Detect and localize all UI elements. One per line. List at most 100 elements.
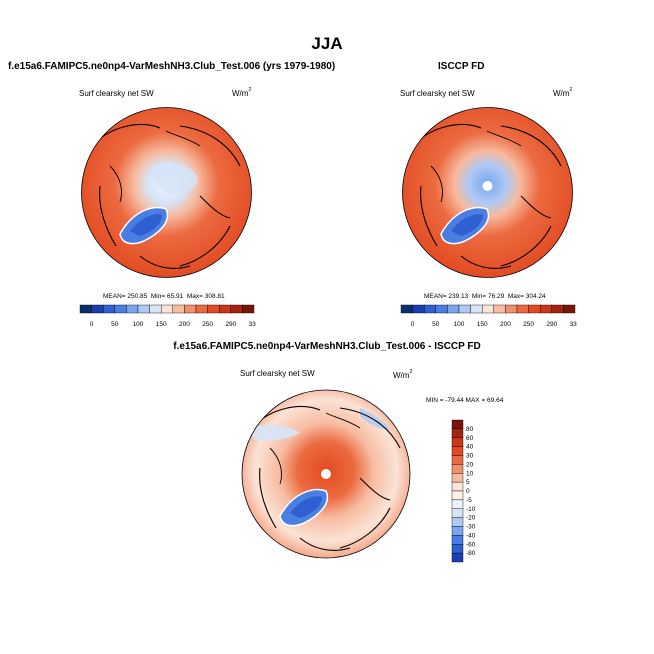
obs-mean: MEAN= 239.13 — [424, 293, 469, 300]
model-polar-map — [81, 107, 252, 278]
diff-colorbar-box — [451, 464, 464, 474]
obs-colorbar-box — [493, 304, 506, 314]
model-colorbar-box — [230, 304, 243, 314]
diff-colorbar-tick: 40 — [466, 444, 474, 451]
model-colorbar-tick: 150 — [156, 321, 167, 328]
obs-colorbar-box — [458, 304, 471, 314]
obs-colorbar-box — [447, 304, 460, 314]
obs-colorbar-tick: 100 — [454, 321, 465, 328]
model-colorbar-box — [172, 304, 185, 314]
obs-colorbar-box — [528, 304, 541, 314]
diff-colorbar-tick: 20 — [466, 461, 474, 468]
obs-stats: MEAN= 239.13 Min= 76.29 Max= 304.24 — [424, 293, 546, 300]
obs-colorbar-box — [412, 304, 425, 314]
model-colorbar-tick: 290 — [225, 321, 236, 328]
diff-colorbar-box — [451, 437, 464, 447]
obs-colorbar-box — [505, 304, 518, 314]
obs-panel-title: ISCCP FD — [438, 61, 485, 72]
diff-polar-map — [241, 389, 411, 559]
obs-max: Max= 304.24 — [507, 293, 546, 300]
obs-colorbar-box — [470, 304, 483, 314]
obs-colorbar-tick: 0 — [411, 321, 415, 328]
model-colorbar-box — [149, 304, 162, 314]
obs-colorbar-tick: 290 — [546, 321, 557, 328]
model-colorbar-box — [184, 304, 197, 314]
model-colorbar-box — [160, 304, 173, 314]
obs-colorbar-tick: 200 — [500, 321, 511, 328]
diff-colorbar-box — [451, 535, 464, 545]
diff-colorbar-box — [451, 428, 464, 438]
diff-colorbar-tick: 60 — [466, 435, 474, 442]
model-min: Min= 65.91 — [150, 293, 184, 300]
diff-colorbar-tick: 30 — [466, 453, 474, 460]
model-colorbar-box — [242, 304, 255, 314]
model-colorbar-box — [207, 304, 220, 314]
obs-colorbar-box — [435, 304, 448, 314]
diff-colorbar-tick: -40 — [466, 532, 476, 539]
diff-colorbar-box — [451, 517, 464, 527]
model-panel-title: f.e15a6.FAMIPC5.ne0np4-VarMeshNH3.Club_T… — [8, 61, 336, 72]
model-colorbar-tick: 100 — [133, 321, 144, 328]
diff-colorbar-box — [451, 455, 464, 465]
diff-colorbar-box — [451, 490, 464, 501]
diff-colorbar-tick: -10 — [466, 506, 476, 513]
model-colorbar-box — [126, 304, 139, 314]
obs-colorbar: 0 50 100 150 200 250 290 330 — [400, 304, 577, 328]
obs-variable-label: Surf clearsky net SW — [400, 89, 475, 98]
diff-colorbar-tick: 5 — [466, 479, 470, 486]
diff-colorbar-box — [451, 508, 464, 518]
obs-colorbar-box — [424, 304, 437, 314]
obs-colorbar-box — [551, 304, 564, 314]
diff-panel-title: f.e15a6.FAMIPC5.ne0np4-VarMeshNH3.Club_T… — [173, 341, 481, 352]
model-colorbar-box — [114, 304, 127, 314]
diff-colorbar-box — [451, 526, 464, 536]
diff-colorbar-tick: 10 — [466, 470, 474, 477]
obs-units-label: W/m2 — [553, 87, 573, 98]
model-units-label: W/m2 — [232, 87, 252, 98]
obs-polar-map — [402, 107, 573, 278]
model-colorbar-tick: 50 — [111, 321, 119, 328]
obs-colorbar-box — [481, 304, 494, 314]
obs-colorbar-box — [539, 304, 552, 314]
obs-colorbar-tick: 250 — [523, 321, 534, 328]
diff-colorbar-box — [451, 473, 464, 483]
page-title: JJA — [311, 34, 343, 53]
model-colorbar-box — [103, 304, 116, 314]
obs-colorbar-box — [516, 304, 529, 314]
obs-colorbar-box — [563, 304, 576, 314]
model-colorbar: 0 50 100 150 200 250 290 330 — [79, 304, 256, 328]
obs-colorbar-tick: 50 — [432, 321, 440, 328]
diff-colorbar-tick: -60 — [466, 541, 476, 548]
diff-colorbar-box — [451, 419, 464, 430]
diff-colorbar-tick: 80 — [466, 426, 474, 433]
model-colorbar-tick: 250 — [202, 321, 213, 328]
diff-variable-label: Surf clearsky net SW — [240, 369, 315, 378]
diff-colorbar-tick: 0 — [466, 488, 470, 495]
model-colorbar-tick: 200 — [179, 321, 190, 328]
obs-colorbar-tick: 330 — [570, 321, 577, 328]
diff-colorbar-tick: -30 — [466, 524, 476, 531]
diff-colorbar-tick: -5 — [466, 497, 472, 504]
diff-units-label: W/m2 — [393, 369, 413, 380]
obs-colorbar-tick: 150 — [477, 321, 488, 328]
diff-colorbar-tick: -80 — [466, 550, 476, 557]
model-mean: MEAN= 250.85 — [103, 293, 148, 300]
obs-colorbar-box — [400, 304, 413, 314]
model-colorbar-box — [218, 304, 231, 314]
model-colorbar-tick: 330 — [249, 321, 256, 328]
model-colorbar-box — [195, 304, 208, 314]
model-stats: MEAN= 250.85 Min= 65.91 Max= 308.81 — [103, 293, 225, 300]
model-colorbar-tick: 0 — [90, 321, 94, 328]
diff-colorbar-box — [451, 552, 464, 563]
diff-colorbar-box — [451, 446, 464, 456]
model-colorbar-box — [91, 304, 104, 314]
diff-colorbar-box — [451, 481, 464, 492]
diff-colorbar-box — [451, 544, 464, 554]
diff-colorbar-box — [451, 499, 464, 509]
model-variable-label: Surf clearsky net SW — [79, 89, 154, 98]
model-colorbar-box — [137, 304, 150, 314]
model-colorbar-box — [79, 304, 92, 314]
obs-min: Min= 76.29 — [471, 293, 505, 300]
model-max: Max= 308.81 — [186, 293, 225, 300]
